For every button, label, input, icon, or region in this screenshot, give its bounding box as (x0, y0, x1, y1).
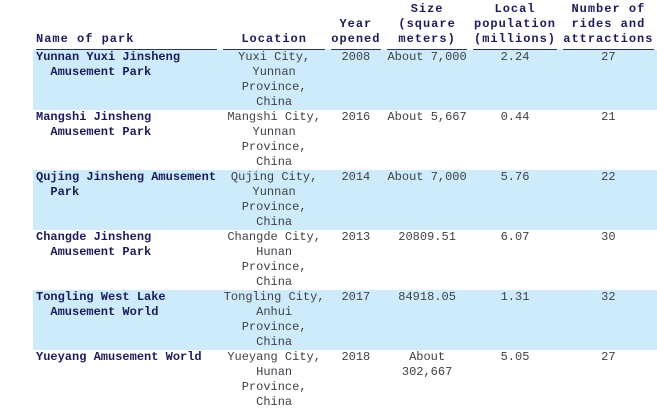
cell-rides: 21 (601, 110, 616, 124)
cell-size: About 302,667 (401, 350, 453, 379)
cell-population: 1.31 (470, 290, 560, 350)
cell-name: Mangshi Jinsheng Amusement Park (36, 110, 152, 139)
cell-name: Qujing Jinsheng Amusement Park (33, 170, 221, 230)
cell-location: Mangshi City, Yunnan Province, China (227, 110, 321, 169)
table-row: Qujing Jinsheng Amusement Park Qujing Cit… (33, 170, 657, 230)
column-header-label: Number of rides and attractions (562, 2, 654, 50)
column-header-population: Local population (millions) (470, 2, 559, 50)
cell-location: Changde City, Hunan Province, China (227, 230, 321, 289)
header-row: Name of park Location Year opened Size (squ… (33, 2, 657, 50)
cell-year: 2017 (327, 290, 384, 350)
cell-rides: 32 (559, 290, 657, 350)
table-row: Changde Jinsheng Amusement Park Changde C… (33, 230, 657, 290)
cell-population: 5.76 (470, 170, 560, 230)
parks-table: Name of park Location Year opened Size (squ… (33, 2, 657, 410)
cell-rides: 27 (559, 50, 657, 110)
cell-location: Yueyang City, Hunan Province, China (227, 350, 321, 409)
cell-rides: 22 (559, 170, 657, 230)
cell-year: 2008 (327, 50, 384, 110)
cell-population: 5.05 (500, 350, 530, 364)
cell-name: Changde Jinsheng Amusement Park (36, 230, 152, 259)
cell-year: 2018 (341, 350, 371, 364)
column-header-label: Location (223, 32, 325, 50)
cell-size: About 5,667 (387, 110, 467, 124)
column-header-label: Size (square meters) (386, 2, 468, 50)
table-row: Yunnan Yuxi Jinsheng Amusement Park Yuxi … (33, 50, 657, 110)
cell-name: Tongling West Lake Amusement World (33, 290, 221, 350)
cell-location: Yuxi City, Yunnan Province, China (220, 50, 328, 110)
cell-size: 20809.51 (398, 230, 456, 244)
column-header-name: Name of park (33, 2, 220, 50)
table-header: Name of park Location Year opened Size (squ… (33, 2, 657, 50)
table-row: Yueyang Amusement World Yueyang City, Hun… (33, 350, 657, 410)
table-row: Mangshi Jinsheng Amusement Park Mangshi C… (33, 110, 657, 170)
cell-size: 84918.05 (383, 290, 471, 350)
cell-location: Tongling City, Anhui Province, China (220, 290, 328, 350)
cell-population: 0.44 (500, 110, 530, 124)
column-header-rides: Number of rides and attractions (560, 2, 657, 50)
column-header-label: Year opened (330, 17, 381, 50)
cell-name: Yueyang Amusement World (36, 350, 202, 364)
cell-rides: 30 (601, 230, 616, 244)
column-header-label: Name of park (36, 32, 218, 50)
cell-size: About 7,000 (383, 50, 471, 110)
table-body: Yunnan Yuxi Jinsheng Amusement Park Yuxi … (33, 50, 657, 410)
cell-rides: 27 (601, 350, 616, 364)
cell-size: About 7,000 (383, 170, 471, 230)
cell-year: 2013 (341, 230, 371, 244)
column-header-year: Year opened (328, 2, 384, 50)
cell-population: 2.24 (470, 50, 560, 110)
cell-location: Qujing City, Yunnan Province, China (220, 170, 328, 230)
column-header-label: Local population (millions) (473, 2, 557, 50)
cell-year: 2016 (341, 110, 371, 124)
cell-name: Yunnan Yuxi Jinsheng Amusement Park (33, 50, 221, 110)
column-header-size: Size (square meters) (384, 2, 470, 50)
table-row: Tongling West Lake Amusement World Tongli… (33, 290, 657, 350)
cell-population: 6.07 (500, 230, 530, 244)
column-header-location: Location (220, 2, 327, 50)
cell-year: 2014 (327, 170, 384, 230)
